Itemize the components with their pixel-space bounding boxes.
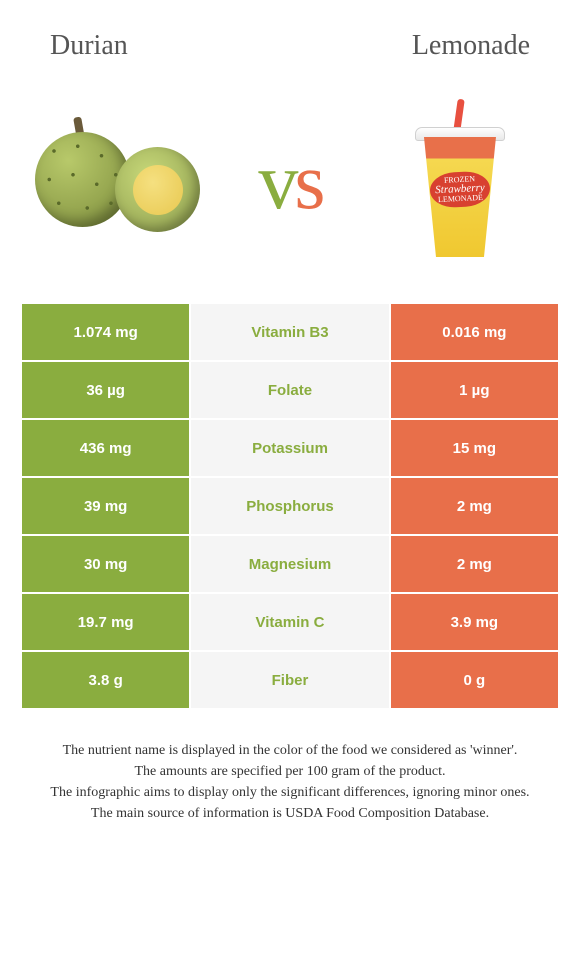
left-value: 436 mg: [21, 419, 190, 477]
right-value: 0.016 mg: [390, 303, 559, 361]
header: Durian Lemonade: [0, 0, 580, 72]
table-row: 36 µgFolate1 µg: [21, 361, 559, 419]
right-value: 3.9 mg: [390, 593, 559, 651]
images-row: vs FROZEN Strawberry LEMONADE: [0, 72, 580, 302]
table-row: 1.074 mgVitamin B30.016 mg: [21, 303, 559, 361]
nutrient-label: Phosphorus: [190, 477, 389, 535]
left-value: 39 mg: [21, 477, 190, 535]
footer-line: The main source of information is USDA F…: [20, 803, 560, 824]
left-value: 3.8 g: [21, 651, 190, 709]
table-row: 3.8 gFiber0 g: [21, 651, 559, 709]
left-value: 1.074 mg: [21, 303, 190, 361]
footer-line: The infographic aims to display only the…: [20, 782, 560, 803]
right-value: 2 mg: [390, 535, 559, 593]
right-value: 2 mg: [390, 477, 559, 535]
vs-s: s: [294, 138, 321, 226]
footer-line: The nutrient name is displayed in the co…: [20, 740, 560, 761]
right-value: 0 g: [390, 651, 559, 709]
title-right: Lemonade: [412, 30, 530, 62]
left-value: 36 µg: [21, 361, 190, 419]
nutrient-label: Folate: [190, 361, 389, 419]
right-value: 15 mg: [390, 419, 559, 477]
vs-v: v: [258, 138, 294, 226]
nutrient-label: Magnesium: [190, 535, 389, 593]
lemonade-image: FROZEN Strawberry LEMONADE: [370, 92, 550, 272]
left-value: 30 mg: [21, 535, 190, 593]
left-value: 19.7 mg: [21, 593, 190, 651]
table-row: 19.7 mgVitamin C3.9 mg: [21, 593, 559, 651]
footer-notes: The nutrient name is displayed in the co…: [0, 710, 580, 824]
nutrient-label: Potassium: [190, 419, 389, 477]
footer-line: The amounts are specified per 100 gram o…: [20, 761, 560, 782]
table-row: 30 mgMagnesium2 mg: [21, 535, 559, 593]
nutrient-label: Vitamin B3: [190, 303, 389, 361]
vs-text: vs: [258, 137, 321, 228]
nutrient-label: Fiber: [190, 651, 389, 709]
durian-image: [30, 92, 210, 272]
nutrient-table: 1.074 mgVitamin B30.016 mg36 µgFolate1 µ…: [20, 302, 560, 710]
table-row: 436 mgPotassium15 mg: [21, 419, 559, 477]
table-row: 39 mgPhosphorus2 mg: [21, 477, 559, 535]
nutrient-label: Vitamin C: [190, 593, 389, 651]
right-value: 1 µg: [390, 361, 559, 419]
title-left: Durian: [50, 30, 128, 62]
